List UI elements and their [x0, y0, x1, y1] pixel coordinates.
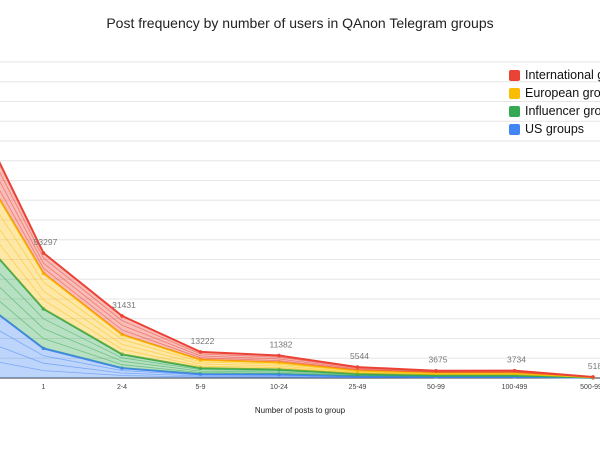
x-tick-label: 2-4: [117, 384, 127, 391]
x-tick-label: 5-9: [195, 384, 205, 391]
data-point: [198, 366, 203, 370]
data-point: [41, 251, 46, 255]
data-point: [591, 375, 595, 379]
data-point: [355, 365, 360, 369]
data-point: [277, 360, 281, 365]
data-label: 5544: [350, 351, 369, 361]
data-point: [120, 366, 124, 370]
data-point: [120, 352, 124, 357]
data-point: [41, 346, 46, 351]
x-tick-label: 10-24: [270, 384, 288, 391]
chart-title: Post frequency by number of users in QAn…: [106, 15, 494, 31]
legend-item: European groups: [509, 84, 600, 102]
area-series: [0, 161, 595, 380]
data-point: [277, 353, 281, 358]
series-inner-line: [0, 244, 594, 378]
data-point: [277, 367, 281, 372]
data-label: 3734: [507, 355, 526, 365]
legend-label: US groups: [525, 122, 585, 136]
data-point: [120, 314, 124, 318]
data-point: [120, 332, 124, 337]
data-point: [434, 368, 438, 373]
data-label: 3675: [429, 355, 448, 365]
data-label: 31431: [112, 300, 136, 310]
legend-item: International groups: [509, 66, 600, 84]
data-labels: 53297 31431 13222 11382 5544 3675 3734 518: [34, 237, 600, 371]
series-inner-line: [0, 301, 594, 379]
x-tick-label: 50-99: [427, 384, 445, 391]
series-inner-line: [0, 190, 594, 378]
x-axis-label: Number of posts to group: [254, 406, 346, 415]
legend-swatch: [509, 123, 520, 135]
legend-swatch: [509, 69, 520, 81]
legend-label: Influencer groups: [525, 104, 600, 118]
legend-label: International groups: [525, 68, 600, 82]
series-inner-line: [0, 180, 594, 378]
series-inner-line: [0, 229, 594, 378]
data-point: [512, 368, 517, 373]
data-label: 13222: [191, 336, 215, 346]
chart-legend: International groups European groups Influ…: [509, 66, 600, 138]
data-label: 518: [588, 361, 600, 371]
x-tick-label: 500-999: [580, 384, 600, 391]
data-label: 53297: [34, 237, 58, 247]
x-tick-label: 25-49: [349, 384, 367, 391]
data-point: [198, 372, 203, 376]
data-label: 11382: [269, 340, 292, 350]
legend-swatch: [509, 87, 520, 99]
legend-item: Influencer groups: [509, 102, 600, 120]
x-tick-label: 100-499: [502, 384, 528, 391]
legend-swatch: [509, 105, 520, 117]
data-point: [41, 271, 46, 276]
data-point: [41, 307, 46, 311]
data-point: [198, 350, 203, 354]
x-tick-label: 1: [42, 384, 46, 391]
data-point: [198, 358, 203, 362]
legend-label: European groups: [525, 86, 600, 100]
legend-item: US groups: [509, 120, 600, 138]
